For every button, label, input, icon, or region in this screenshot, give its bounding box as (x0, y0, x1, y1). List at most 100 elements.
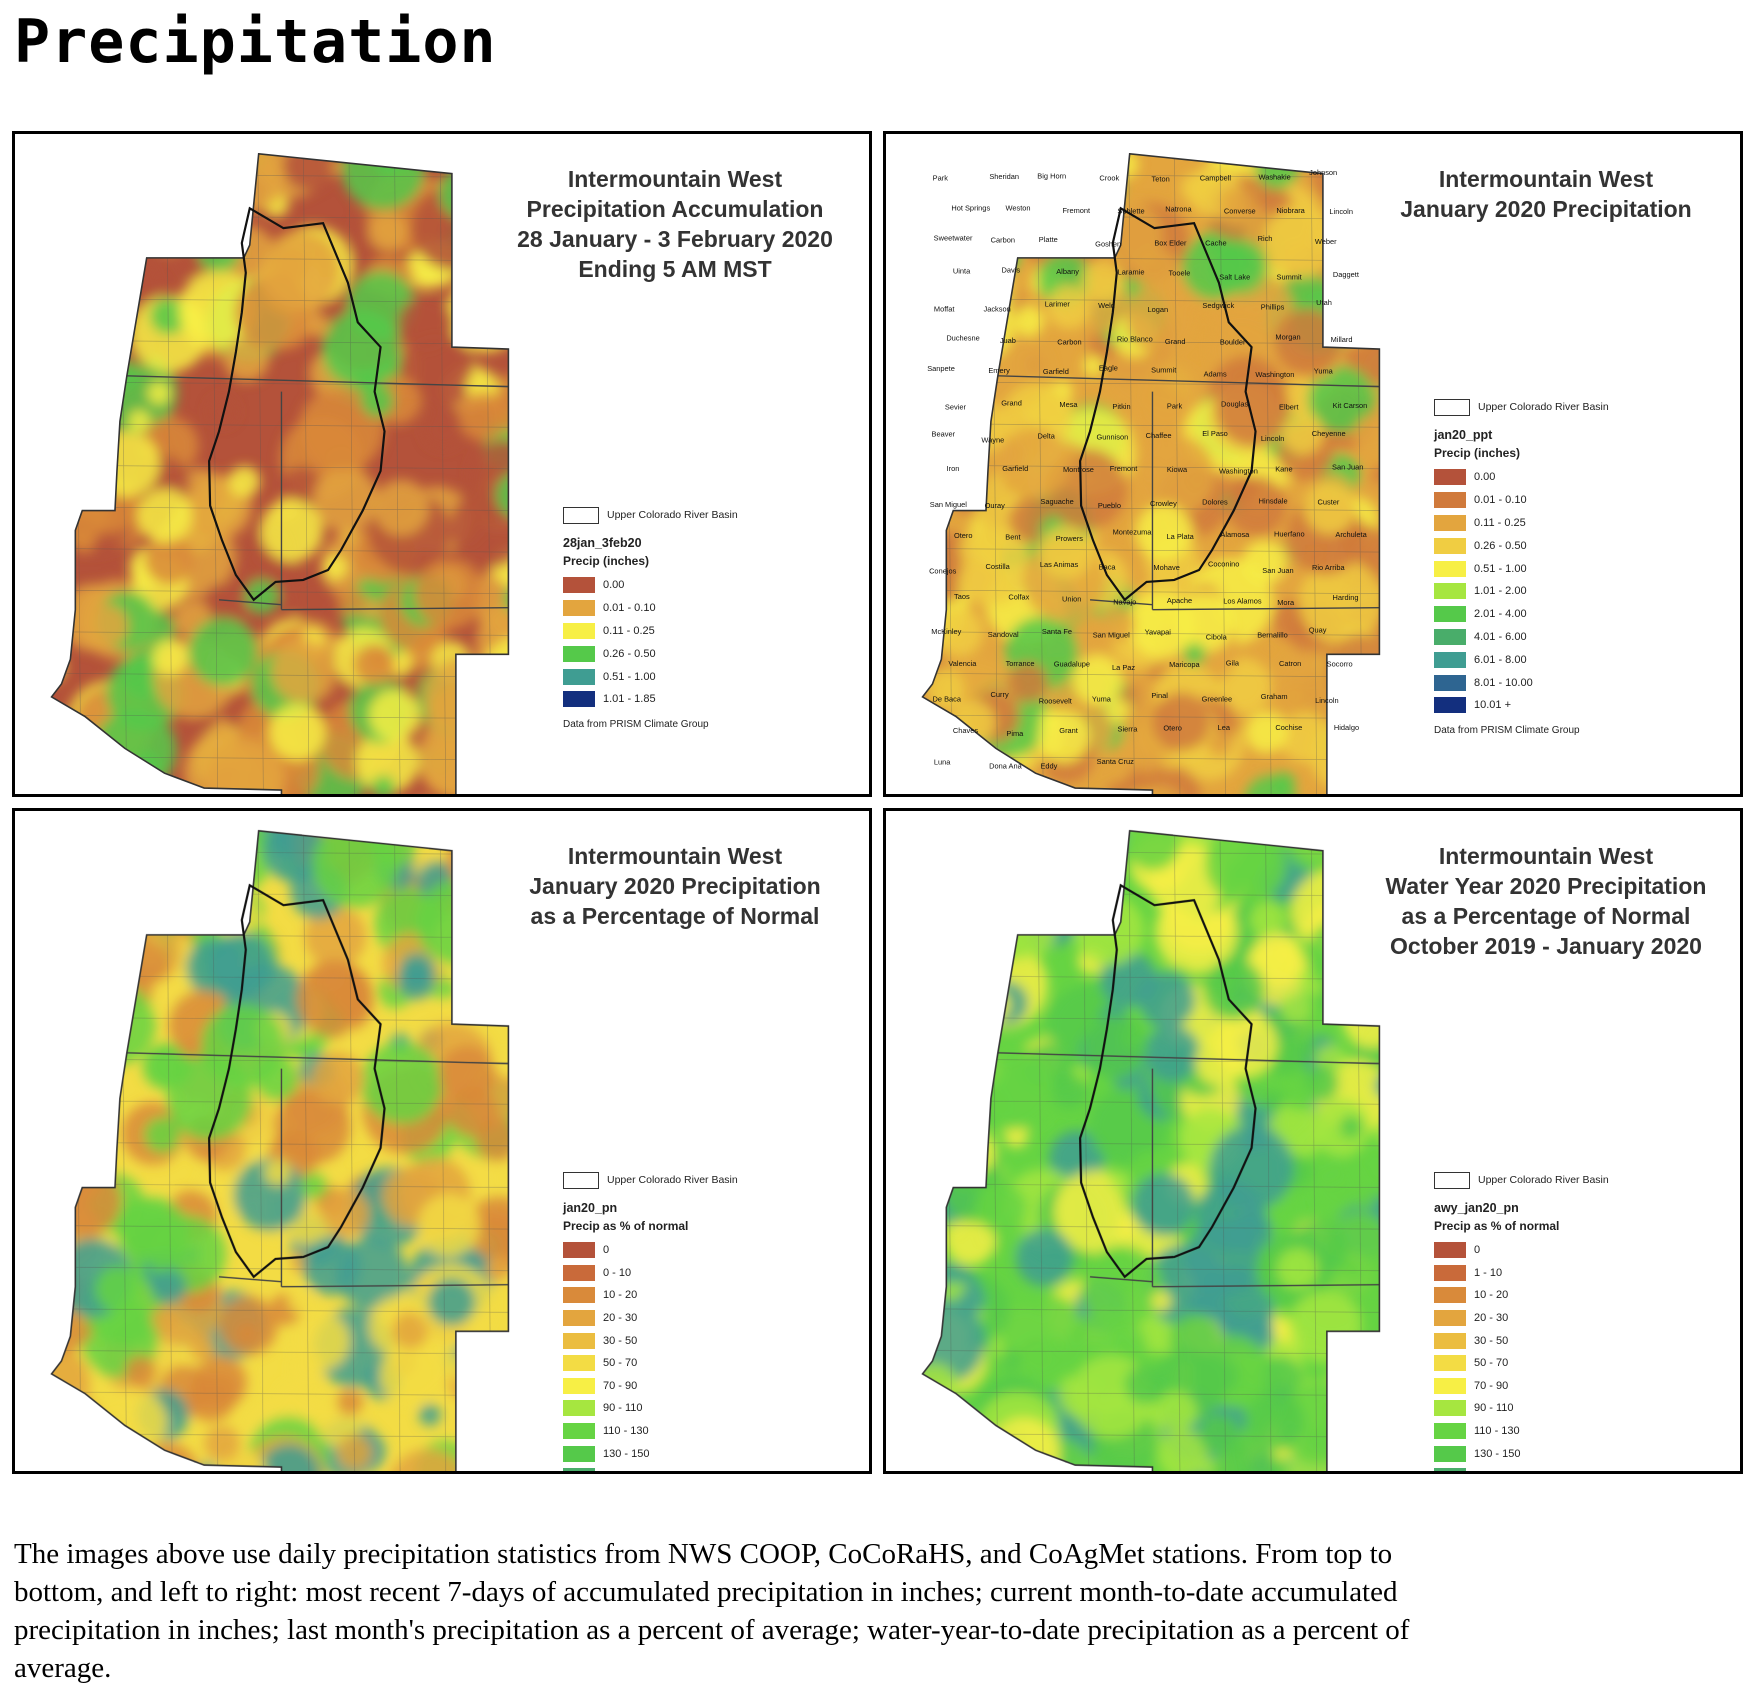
legend-class: 20 - 30 (1434, 1307, 1609, 1330)
caption: The images above use daily precipitation… (14, 1538, 1410, 1684)
map-panel-1: Intermountain West Precipitation Accumula… (12, 131, 872, 797)
county-label: Box Elder (1154, 239, 1187, 248)
map-image: Park Sheridan Big Horn Crook Teton Campbell Wa… (921, 152, 1381, 794)
county-label: Uinta (953, 267, 971, 276)
legend-class-label: 50 - 70 (603, 1357, 638, 1370)
basin-outline (208, 883, 386, 1279)
basin-label: Upper Colorado River Basin (1478, 401, 1609, 413)
map-title: Intermountain West Water Year 2020 Precip… (1346, 841, 1740, 961)
legend-class: 6.01 - 8.00 (1434, 648, 1609, 671)
county-label: Navajo (1113, 598, 1136, 607)
map-title-line: Precipitation Accumulation (526, 196, 824, 222)
county-label: Colfax (1008, 592, 1029, 601)
county-label: Weld (1098, 301, 1115, 310)
legend-layer-name: jan20_pn (563, 1201, 618, 1215)
county-label: Pima (1006, 729, 1024, 738)
county-label: Sweetwater (934, 233, 973, 242)
legend-class-label: 0 (1474, 1244, 1481, 1257)
legend-class-label: 0.51 - 1.00 (1474, 562, 1527, 575)
legend-class: 0.01 - 0.10 (1434, 489, 1609, 512)
legend-class-label: 70 - 90 (603, 1379, 638, 1392)
legend-source: Data from PRISM Climate Group (563, 718, 709, 730)
county-label: Tooele (1169, 268, 1191, 277)
county-label: Harding (1333, 593, 1359, 602)
county-label: Chaffee (1146, 431, 1172, 440)
county-label: La Paz (1112, 663, 1135, 672)
legend-class: 30 - 50 (563, 1329, 738, 1352)
county-label: McKinley (931, 627, 961, 636)
map-title-line: Intermountain West (1438, 166, 1654, 192)
legend-swatch (1434, 1242, 1466, 1259)
legend-class: 70 - 90 (1434, 1375, 1609, 1398)
county-label: Grand (1165, 337, 1186, 346)
county-label: Carbon (1057, 337, 1081, 346)
county-label: Big Horn (1037, 171, 1066, 180)
map-title: Intermountain West Precipitation Accumula… (475, 164, 869, 284)
legend-class-label: 0.00 (1474, 471, 1496, 484)
legend-class: 70 - 90 (563, 1375, 738, 1398)
legend-swatch (563, 622, 595, 639)
county-label: Apache (1167, 596, 1192, 605)
legend-swatch (1434, 469, 1466, 486)
county-label: Rich (1258, 234, 1273, 243)
legend-class: 0 - 10 (563, 1262, 738, 1285)
county-label: Summit (1277, 273, 1302, 282)
legend-class-label: 0.00 (603, 579, 625, 592)
county-label: Guadalupe (1054, 659, 1090, 668)
county-label: Goshen (1095, 239, 1121, 248)
county-label: Union (1062, 595, 1081, 604)
map-title-line: Intermountain West (1438, 843, 1654, 869)
county-label: Boulder (1220, 337, 1246, 346)
legend-swatch (1434, 492, 1466, 509)
legend-swatch (1434, 1264, 1466, 1281)
county-label: Grant (1059, 726, 1078, 735)
county-label: Sandoval (988, 630, 1019, 639)
county-label: Sedgwick (1202, 301, 1234, 310)
map-title-line: January 2020 Precipitation (1400, 196, 1692, 222)
legend-class: 130 - 150 (1434, 1442, 1609, 1465)
county-label: Park (933, 174, 949, 183)
county-label: Morgan (1275, 333, 1300, 342)
county-label: Dona Ana (989, 762, 1022, 771)
legend-swatch (1434, 1287, 1466, 1304)
county-label: Weston (1005, 204, 1030, 213)
legend-class-label: 8.01 - 10.00 (1474, 676, 1533, 689)
legend-layer-name: jan20_ppt (1434, 428, 1493, 442)
county-label: Washakie (1258, 173, 1290, 182)
legend-swatch (563, 577, 595, 594)
county-label: Costilla (985, 562, 1010, 571)
legend-class-label: 130 - 150 (603, 1447, 650, 1460)
county-label: Montezuma (1113, 527, 1153, 536)
county-label: Quay (1309, 626, 1327, 635)
county-label: Cochise (1275, 723, 1302, 732)
county-label: Maricopa (1169, 660, 1200, 669)
legend-class: 0.51 - 1.00 (563, 665, 738, 688)
county-label: Washington (1255, 370, 1294, 379)
map-legend: Upper Colorado River Basin awy_jan20_pn Pr… (1434, 1169, 1609, 1471)
legend-class-label: 0.01 - 0.10 (603, 602, 656, 615)
county-label: Gila (1226, 658, 1240, 667)
county-label: Hidalgo (1334, 723, 1359, 732)
legend-class: 0.11 - 0.25 (563, 620, 738, 643)
county-label: Wayne (981, 436, 1004, 445)
county-label: Chaves (953, 726, 978, 735)
county-label: Yuma (1092, 695, 1112, 704)
county-label: Sierra (1118, 724, 1139, 733)
map-legend: Upper Colorado River Basin jan20_ppt Preci… (1434, 396, 1609, 736)
legend-class: 0 (563, 1239, 738, 1262)
map-title-line: Ending 5 AM MST (578, 256, 772, 282)
legend-class-label: 110 - 130 (1474, 1425, 1520, 1438)
legend-swatch (1434, 1332, 1466, 1349)
legend-swatch (563, 1332, 595, 1349)
county-label: Sublette (1117, 206, 1144, 215)
legend-class: 20 - 30 (563, 1307, 738, 1330)
county-label: Gunnison (1096, 432, 1128, 441)
legend-class-label: 30 - 50 (1474, 1334, 1509, 1347)
legend-class: 0.11 - 0.25 (1434, 512, 1609, 535)
county-label: Larimer (1045, 300, 1071, 309)
county-label: Teton (1152, 174, 1170, 183)
county-label: Albany (1056, 267, 1079, 276)
legend-swatch (563, 1264, 595, 1281)
legend-class: 130 - 150 (563, 1442, 738, 1465)
map-title-line: January 2020 Precipitation (529, 873, 821, 899)
